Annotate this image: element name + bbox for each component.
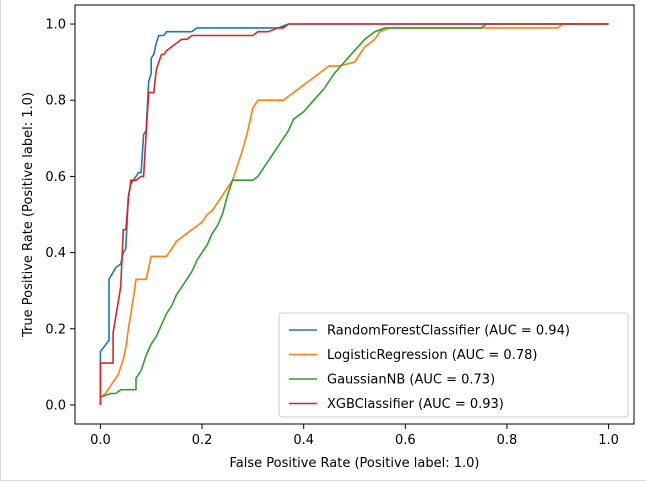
axes-box [74,4,635,425]
series-line-3 [99,23,609,405]
series-line-2 [99,23,609,405]
y-tick-label: 0.6 [45,170,66,185]
y-tick-label: 0.4 [45,246,66,261]
x-tick-label: 0.2 [192,433,213,448]
y-tick-label: 1.0 [45,18,66,33]
legend-entry-0: RandomForestClassifier (AUC = 0.94) [327,324,570,339]
y-tick-label: 0.8 [45,94,66,109]
x-axis-ticks: 0.0 0.2 0.4 0.6 0.8 1.0 [90,424,619,448]
legend-entry-2: GaussianNB (AUC = 0.73) [327,373,495,388]
legend-box [278,312,629,418]
x-tick-label: 0.6 [395,433,416,448]
x-tick-label: 0.8 [497,433,518,448]
plot-lines [99,23,609,405]
y-axis-ticks: 0.0 0.2 0.4 0.6 0.8 1.0 [45,18,75,413]
legend: RandomForestClassifier (AUC = 0.94) Logis… [278,312,629,418]
x-tick-label: 0.0 [90,433,111,448]
y-axis-label: True Positive Rate (Positive label: 1.0) [21,92,36,338]
legend-entry-3: XGBClassifier (AUC = 0.93) [327,397,504,412]
x-tick-label: 1.0 [598,433,619,448]
x-tick-label: 0.4 [293,433,314,448]
figure-frame [0,0,646,481]
series-line-1 [99,23,609,405]
x-axis-label: False Positive Rate (Positive label: 1.0… [230,456,480,471]
y-tick-label: 0.0 [45,398,66,413]
y-tick-label: 0.2 [45,322,66,337]
legend-entry-1: LogisticRegression (AUC = 0.78) [327,348,537,363]
